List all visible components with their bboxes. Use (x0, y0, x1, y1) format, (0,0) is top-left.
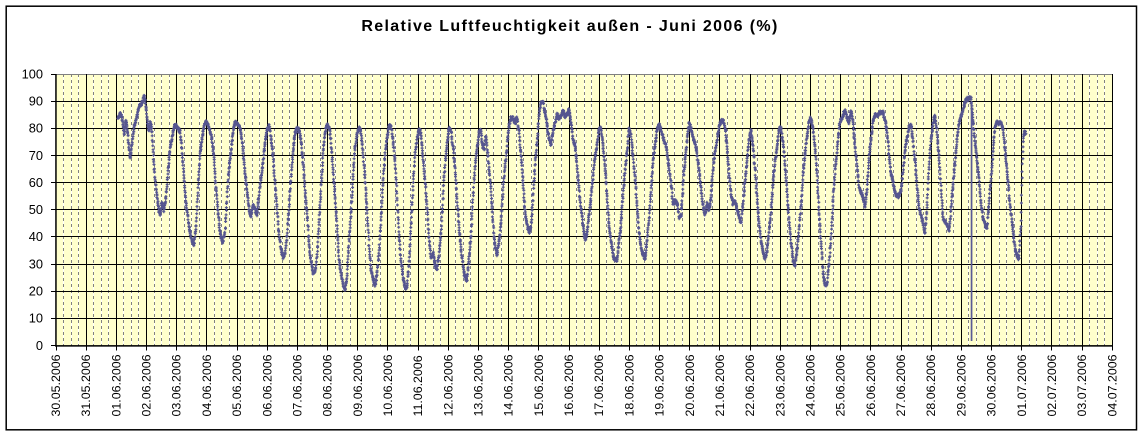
svg-text:12.06.2006: 12.06.2006 (441, 354, 455, 416)
svg-text:100: 100 (22, 66, 43, 81)
svg-text:16.06.2006: 16.06.2006 (562, 354, 576, 416)
svg-text:30.05.2006: 30.05.2006 (49, 354, 63, 416)
svg-text:10.06.2006: 10.06.2006 (381, 354, 395, 416)
svg-text:01.07.2006: 01.07.2006 (1015, 354, 1029, 416)
svg-text:17.06.2006: 17.06.2006 (592, 354, 606, 416)
svg-text:08.06.2006: 08.06.2006 (321, 354, 335, 416)
svg-text:20.06.2006: 20.06.2006 (683, 354, 697, 416)
svg-text:04.06.2006: 04.06.2006 (200, 354, 214, 416)
svg-text:Relative Luftfeuchtigkeit auße: Relative Luftfeuchtigkeit außen - Juni 2… (361, 18, 778, 35)
svg-text:70: 70 (29, 148, 43, 163)
svg-text:07.06.2006: 07.06.2006 (290, 354, 304, 416)
svg-text:29.06.2006: 29.06.2006 (954, 354, 968, 416)
svg-text:22.06.2006: 22.06.2006 (743, 354, 757, 416)
svg-text:28.06.2006: 28.06.2006 (924, 354, 938, 416)
svg-text:14.06.2006: 14.06.2006 (502, 354, 516, 416)
svg-text:19.06.2006: 19.06.2006 (653, 354, 667, 416)
svg-text:27.06.2006: 27.06.2006 (894, 354, 908, 416)
svg-text:05.06.2006: 05.06.2006 (230, 354, 244, 416)
svg-text:26.06.2006: 26.06.2006 (864, 354, 878, 416)
svg-text:30.06.2006: 30.06.2006 (985, 354, 999, 416)
svg-text:23.06.2006: 23.06.2006 (773, 354, 787, 416)
svg-text:30: 30 (29, 256, 43, 271)
svg-text:06.06.2006: 06.06.2006 (260, 354, 274, 416)
svg-text:0: 0 (36, 338, 43, 353)
svg-text:31.05.2006: 31.05.2006 (79, 354, 93, 416)
svg-text:80: 80 (29, 121, 43, 136)
svg-text:02.06.2006: 02.06.2006 (140, 354, 154, 416)
svg-text:60: 60 (29, 175, 43, 190)
svg-text:18.06.2006: 18.06.2006 (622, 354, 636, 416)
svg-text:09.06.2006: 09.06.2006 (351, 354, 365, 416)
svg-text:15.06.2006: 15.06.2006 (532, 354, 546, 416)
svg-text:11.06.2006: 11.06.2006 (411, 355, 425, 416)
svg-text:50: 50 (29, 202, 43, 217)
svg-text:03.06.2006: 03.06.2006 (170, 354, 184, 416)
svg-text:40: 40 (29, 229, 43, 244)
svg-text:20: 20 (29, 284, 43, 299)
svg-text:04.07.2006: 04.07.2006 (1105, 354, 1119, 416)
svg-text:90: 90 (29, 94, 43, 109)
svg-text:24.06.2006: 24.06.2006 (804, 354, 818, 416)
svg-text:02.07.2006: 02.07.2006 (1045, 354, 1059, 416)
svg-text:25.06.2006: 25.06.2006 (834, 354, 848, 416)
svg-text:01.06.2006: 01.06.2006 (109, 354, 123, 416)
svg-text:21.06.2006: 21.06.2006 (713, 354, 727, 416)
svg-text:10: 10 (29, 311, 43, 326)
svg-text:03.07.2006: 03.07.2006 (1075, 354, 1089, 416)
svg-text:13.06.2006: 13.06.2006 (472, 354, 486, 416)
